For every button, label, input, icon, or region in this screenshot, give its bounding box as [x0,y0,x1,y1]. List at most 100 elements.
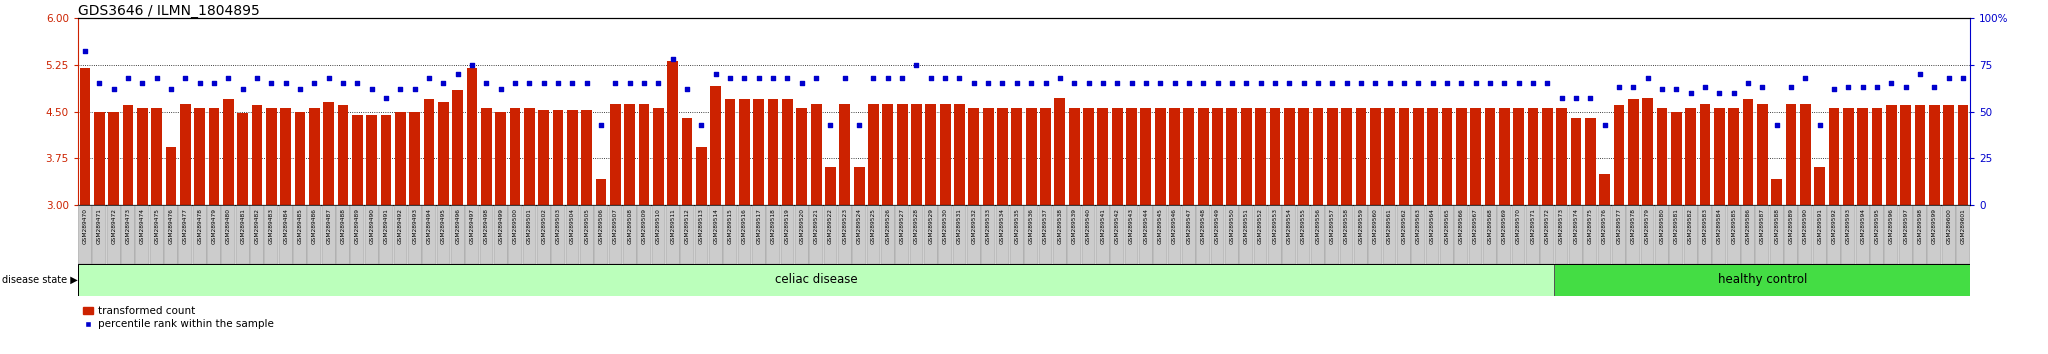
Point [813,122,848,127]
FancyBboxPatch shape [1311,205,1325,264]
FancyBboxPatch shape [1956,205,1970,264]
Bar [1729,108,1739,205]
Bar [467,68,477,205]
Bar [1628,99,1638,205]
FancyBboxPatch shape [1182,205,1196,264]
Point [1329,80,1362,86]
FancyBboxPatch shape [752,205,766,264]
FancyBboxPatch shape [1454,205,1468,264]
Bar [1743,99,1753,205]
Text: GSM289492: GSM289492 [397,208,403,244]
Text: GSM289597: GSM289597 [1903,208,1909,244]
Point [928,75,961,81]
Text: GSM289568: GSM289568 [1487,208,1493,244]
Text: GSM289570: GSM289570 [1516,208,1522,244]
Text: GSM289485: GSM289485 [297,208,303,244]
Point [1788,75,1821,81]
Point [784,80,817,86]
FancyBboxPatch shape [1196,205,1210,264]
FancyBboxPatch shape [852,205,866,264]
Text: GSM289503: GSM289503 [555,208,561,244]
FancyBboxPatch shape [121,205,135,264]
Bar [1714,108,1724,205]
FancyBboxPatch shape [651,205,666,264]
Bar [1499,108,1509,205]
Text: GSM289517: GSM289517 [756,208,762,244]
Text: GSM289585: GSM289585 [1731,208,1737,244]
Point [1286,80,1319,86]
Point [311,75,344,81]
Bar [1413,108,1423,205]
FancyBboxPatch shape [924,205,938,264]
FancyBboxPatch shape [766,205,780,264]
Bar [868,104,879,205]
Bar [596,179,606,205]
Text: GSM289496: GSM289496 [455,208,461,244]
FancyBboxPatch shape [780,205,795,264]
Text: GSM289580: GSM289580 [1659,208,1665,244]
Text: GSM289579: GSM289579 [1645,208,1651,244]
Bar [410,112,420,205]
FancyBboxPatch shape [938,205,952,264]
Text: GSM289581: GSM289581 [1673,208,1679,244]
Text: GSM289565: GSM289565 [1444,208,1450,244]
FancyBboxPatch shape [1540,205,1554,264]
Bar [696,147,707,205]
Text: GSM289532: GSM289532 [971,208,977,244]
Point [1917,84,1950,90]
Point [96,86,131,92]
Point [655,56,688,62]
FancyBboxPatch shape [150,205,164,264]
Text: GSM289502: GSM289502 [541,208,547,244]
Point [1501,80,1536,86]
FancyBboxPatch shape [1698,205,1712,264]
FancyBboxPatch shape [178,205,193,264]
Text: GSM289479: GSM289479 [211,208,217,244]
Point [1343,80,1376,86]
Point [1243,80,1278,86]
Bar [1012,108,1022,205]
Point [1073,80,1106,86]
Text: GSM289550: GSM289550 [1229,208,1235,244]
Text: GSM289573: GSM289573 [1559,208,1565,244]
Text: GSM289472: GSM289472 [111,208,117,244]
Bar [1327,108,1337,205]
Text: GSM289513: GSM289513 [698,208,705,244]
Bar [1069,108,1079,205]
Text: GSM289589: GSM289589 [1788,208,1794,244]
FancyBboxPatch shape [1153,205,1167,264]
Bar [954,104,965,205]
FancyBboxPatch shape [350,205,365,264]
FancyBboxPatch shape [967,205,981,264]
Text: GSM289521: GSM289521 [813,208,819,244]
Text: GSM289590: GSM289590 [1802,208,1808,244]
FancyBboxPatch shape [365,205,379,264]
Bar [911,104,922,205]
Text: GSM289561: GSM289561 [1386,208,1393,244]
Text: GSM289526: GSM289526 [885,208,891,244]
Bar [1126,108,1137,205]
FancyBboxPatch shape [1741,205,1755,264]
Point [1444,80,1477,86]
Text: GSM289576: GSM289576 [1602,208,1608,244]
Bar [1141,108,1151,205]
Point [1516,80,1548,86]
Bar [883,104,893,205]
FancyBboxPatch shape [1368,205,1382,264]
Bar [811,104,821,205]
Bar [1915,105,1925,205]
Point [741,75,774,81]
Text: GSM289523: GSM289523 [842,208,848,244]
Bar [1098,108,1108,205]
Bar [854,166,864,205]
Bar [223,99,233,205]
Text: GSM289552: GSM289552 [1257,208,1264,244]
Point [641,80,674,86]
Point [1860,84,1892,90]
Point [856,75,889,81]
Bar [1399,108,1409,205]
Text: GSM289555: GSM289555 [1300,208,1307,244]
Bar [610,104,621,205]
FancyBboxPatch shape [1038,205,1053,264]
FancyBboxPatch shape [336,205,350,264]
